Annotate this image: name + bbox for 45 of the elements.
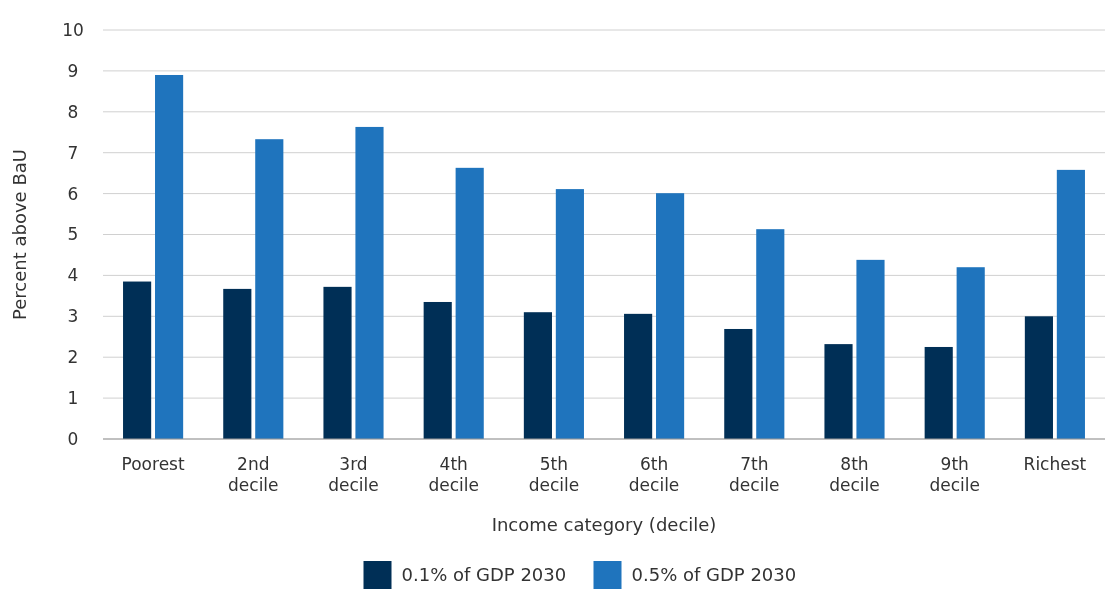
x-tick-label: 7th decile <box>729 454 780 495</box>
y-tick-label: 4 <box>67 265 79 286</box>
x-tick-label: 6th decile <box>628 454 680 495</box>
x-tick-label: 8th decile <box>829 454 880 495</box>
bar <box>455 167 484 439</box>
bar <box>323 286 352 439</box>
bar <box>423 301 452 439</box>
bar <box>155 74 184 439</box>
y-tick-label: 8 <box>67 101 79 122</box>
bar <box>724 328 753 439</box>
x-tick-label: 2nd decile <box>228 454 279 495</box>
x-tick-label: 5th decile <box>528 454 580 495</box>
x-axis-title: Income category (decile) <box>491 514 717 535</box>
y-tick-label: 7 <box>67 142 79 163</box>
y-tick-label: 3 <box>67 306 79 327</box>
x-tick-label: 4th decile <box>428 454 479 495</box>
y-tick-label: 1 <box>67 388 79 409</box>
y-tick-label: 10 <box>62 19 84 40</box>
bar <box>555 189 584 439</box>
x-tick-label: Richest <box>1023 454 1087 474</box>
y-tick-label: 0 <box>67 428 79 449</box>
bar <box>824 344 853 439</box>
y-axis-title: Percent above BaU <box>9 149 30 320</box>
bar <box>223 288 252 439</box>
legend-label: 0.1% of GDP 2030 <box>401 564 567 586</box>
x-tick-label: 9th decile <box>929 454 980 495</box>
bar <box>355 126 384 439</box>
bar <box>123 281 152 439</box>
y-tick-label: 9 <box>67 60 79 81</box>
y-tick-label: 6 <box>67 183 79 204</box>
bar <box>523 312 552 439</box>
y-tick-label: 5 <box>67 224 79 245</box>
bar <box>1024 316 1053 439</box>
bar <box>624 313 653 439</box>
bar <box>656 193 685 439</box>
legend-label: 0.5% of GDP 2030 <box>631 564 797 586</box>
bar <box>1056 169 1085 439</box>
x-tick-label: Poorest <box>121 454 185 474</box>
bar <box>756 229 785 439</box>
x-tick-label: 3rd decile <box>328 454 379 495</box>
bar <box>856 259 885 439</box>
bar <box>255 139 284 439</box>
bar <box>956 267 985 439</box>
bar <box>924 346 953 439</box>
y-tick-label: 2 <box>67 347 79 368</box>
